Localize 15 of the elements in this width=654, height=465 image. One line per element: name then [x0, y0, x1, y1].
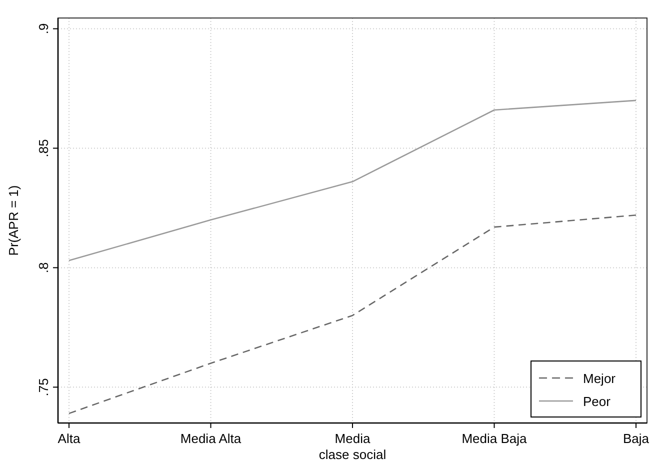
- y-tick-label: .9: [36, 23, 51, 34]
- y-tick-label: .75: [36, 378, 51, 396]
- y-tick-label: .85: [36, 139, 51, 158]
- x-axis-title: clase social: [318, 447, 386, 462]
- x-tick-label: Media Alta: [180, 431, 242, 446]
- y-axis-title: Pr(APR = 1): [6, 185, 21, 256]
- legend-label: Mejor: [583, 371, 616, 386]
- x-tick-label: Media: [334, 431, 371, 446]
- x-tick-label: Baja: [622, 431, 650, 446]
- x-tick-label: Alta: [58, 431, 81, 446]
- line-series: [68, 214, 637, 414]
- x-tick-label: Media Baja: [462, 431, 528, 446]
- legend-label: Peor: [583, 394, 612, 409]
- y-tick-label: .8: [36, 262, 51, 274]
- line-series: [68, 100, 637, 262]
